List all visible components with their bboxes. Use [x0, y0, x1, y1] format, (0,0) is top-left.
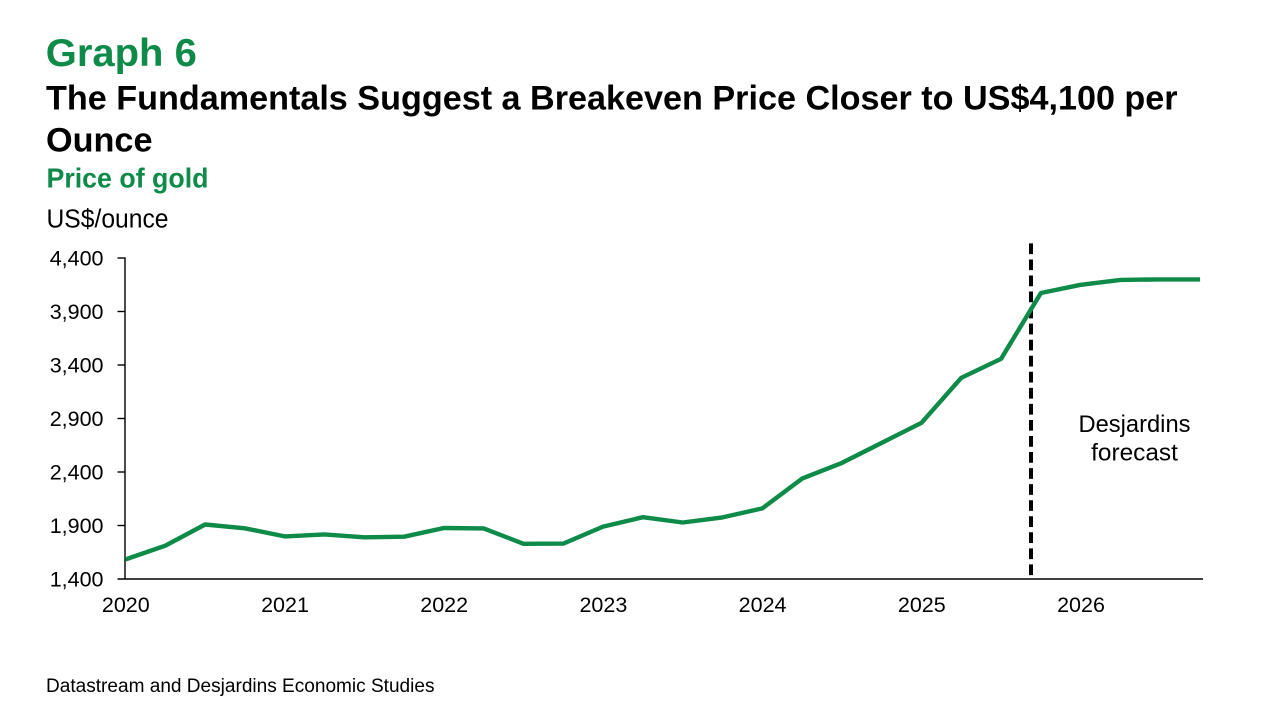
- svg-text:1,400: 1,400: [50, 567, 104, 591]
- svg-text:The Fundamentals Suggest a Bre: The Fundamentals Suggest a Breakeven Pri…: [46, 80, 1178, 118]
- svg-text:Ounce: Ounce: [46, 122, 153, 160]
- svg-text:forecast: forecast: [1091, 440, 1178, 467]
- svg-text:2,400: 2,400: [50, 460, 104, 484]
- svg-text:1,900: 1,900: [50, 514, 104, 538]
- svg-text:2026: 2026: [1057, 593, 1105, 617]
- svg-text:4,400: 4,400: [50, 246, 104, 270]
- svg-text:Price of gold: Price of gold: [47, 162, 209, 193]
- svg-text:Datastream and Desjardins Econ: Datastream and Desjardins Economic Studi…: [46, 676, 435, 697]
- svg-text:2025: 2025: [898, 593, 946, 617]
- svg-text:2023: 2023: [579, 593, 627, 617]
- svg-text:2021: 2021: [261, 593, 309, 617]
- svg-text:2020: 2020: [102, 593, 150, 617]
- svg-text:Desjardins: Desjardins: [1079, 411, 1191, 438]
- svg-text:3,400: 3,400: [50, 353, 104, 377]
- svg-text:US$/ounce: US$/ounce: [47, 206, 169, 234]
- svg-text:2,900: 2,900: [50, 407, 104, 431]
- svg-text:2022: 2022: [420, 593, 468, 617]
- svg-text:Graph 6: Graph 6: [46, 32, 197, 75]
- svg-text:3,900: 3,900: [50, 300, 104, 324]
- svg-text:2024: 2024: [739, 593, 787, 617]
